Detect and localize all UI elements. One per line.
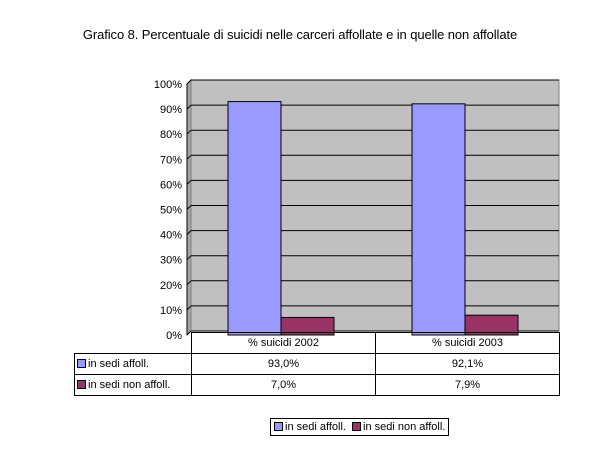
y-tick-label: 40% — [160, 230, 182, 242]
table-cell: 93,0% — [191, 353, 376, 375]
y-tick-label: 50% — [160, 205, 182, 217]
gridline-depth — [186, 205, 192, 210]
bar — [411, 103, 466, 336]
table-corner — [74, 332, 192, 354]
y-tick-label: 90% — [160, 104, 182, 116]
data-table: % suicidi 2002 % suicidi 2003 in sedi af… — [74, 332, 560, 396]
chart-title: Grafico 8. Percentuale di suicidi nelle … — [82, 27, 518, 42]
table-cell: 92,1% — [375, 353, 560, 375]
gridline-depth — [186, 255, 192, 261]
table-row: in sedi affoll. 93,0% 92,1% — [74, 353, 560, 375]
legend-item: in sedi non affoll. — [352, 421, 445, 433]
table-row-label: in sedi affoll. — [74, 353, 192, 375]
table-row-label: in sedi non affoll. — [74, 374, 192, 396]
y-tick-label: 30% — [160, 255, 182, 267]
y-tick-label: 60% — [160, 179, 182, 191]
gridline-depth — [186, 79, 192, 85]
legend-swatch — [274, 422, 283, 431]
y-tick-label: 70% — [160, 154, 182, 166]
legend: in sedi affoll. in sedi non affoll. — [270, 418, 450, 436]
table-category-2002: % suicidi 2002 — [191, 332, 376, 354]
series-swatch — [77, 380, 86, 389]
gridline-depth — [186, 280, 192, 286]
series-swatch — [77, 359, 86, 368]
gridline-depth — [186, 104, 192, 110]
gridline-depth — [186, 180, 192, 185]
legend-swatch — [352, 422, 362, 431]
table-header-row: % suicidi 2002 % suicidi 2003 — [74, 332, 560, 354]
table-cell: 7,0% — [191, 374, 376, 396]
legend-item: in sedi affoll. — [274, 421, 346, 433]
gridline-depth — [186, 305, 192, 311]
bar — [227, 101, 282, 336]
y-tick-label: 20% — [160, 280, 182, 292]
y-tick-label: 100% — [154, 79, 182, 91]
y-tick-label: 80% — [160, 129, 182, 141]
table-cell: 7,9% — [375, 374, 560, 396]
table-category-2003: % suicidi 2003 — [375, 332, 560, 354]
y-tick-label: 10% — [160, 305, 182, 317]
gridline-depth — [186, 154, 192, 160]
gridline-depth — [186, 129, 192, 135]
gridline-depth — [186, 230, 192, 235]
table-row: in sedi non affoll. 7,0% 7,9% — [74, 374, 560, 396]
